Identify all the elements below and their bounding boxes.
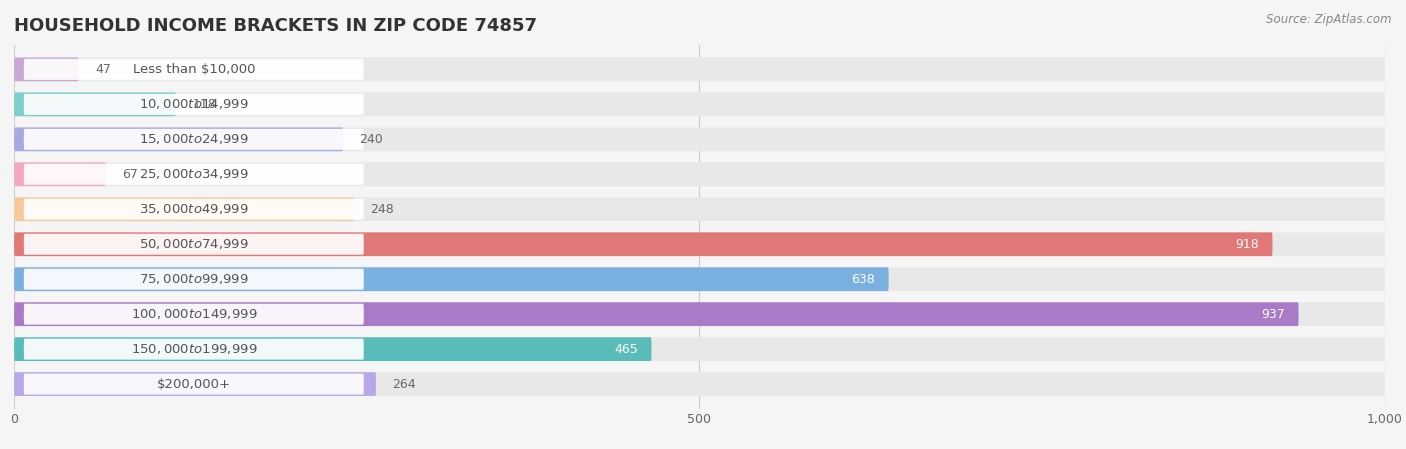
Text: 264: 264 [392, 378, 416, 391]
FancyBboxPatch shape [24, 269, 364, 290]
Text: $25,000 to $34,999: $25,000 to $34,999 [139, 167, 249, 181]
Text: $75,000 to $99,999: $75,000 to $99,999 [139, 272, 249, 286]
FancyBboxPatch shape [14, 163, 1385, 186]
Text: 638: 638 [851, 273, 875, 286]
FancyBboxPatch shape [14, 302, 1385, 326]
FancyBboxPatch shape [24, 234, 364, 255]
FancyBboxPatch shape [14, 57, 1385, 81]
FancyBboxPatch shape [14, 128, 343, 151]
FancyBboxPatch shape [24, 164, 364, 185]
FancyBboxPatch shape [24, 339, 364, 360]
FancyBboxPatch shape [14, 198, 1385, 221]
FancyBboxPatch shape [14, 198, 354, 221]
Text: 240: 240 [360, 133, 384, 146]
FancyBboxPatch shape [24, 374, 364, 395]
FancyBboxPatch shape [14, 232, 1272, 256]
FancyBboxPatch shape [14, 372, 375, 396]
Text: $35,000 to $49,999: $35,000 to $49,999 [139, 202, 249, 216]
Text: HOUSEHOLD INCOME BRACKETS IN ZIP CODE 74857: HOUSEHOLD INCOME BRACKETS IN ZIP CODE 74… [14, 17, 537, 35]
Text: $200,000+: $200,000+ [157, 378, 231, 391]
FancyBboxPatch shape [14, 372, 1385, 396]
Text: 67: 67 [122, 168, 138, 181]
Text: $50,000 to $74,999: $50,000 to $74,999 [139, 237, 249, 251]
FancyBboxPatch shape [14, 302, 1299, 326]
Text: 118: 118 [193, 98, 217, 111]
Text: 937: 937 [1261, 308, 1285, 321]
FancyBboxPatch shape [14, 128, 1385, 151]
FancyBboxPatch shape [14, 92, 1385, 116]
Text: $100,000 to $149,999: $100,000 to $149,999 [131, 307, 257, 321]
Text: $10,000 to $14,999: $10,000 to $14,999 [139, 97, 249, 111]
FancyBboxPatch shape [24, 199, 364, 220]
FancyBboxPatch shape [24, 94, 364, 115]
Text: 248: 248 [371, 203, 394, 216]
FancyBboxPatch shape [24, 129, 364, 150]
Text: $15,000 to $24,999: $15,000 to $24,999 [139, 132, 249, 146]
Text: 47: 47 [96, 63, 111, 76]
FancyBboxPatch shape [14, 267, 1385, 291]
Text: Source: ZipAtlas.com: Source: ZipAtlas.com [1267, 13, 1392, 26]
Text: 918: 918 [1234, 238, 1258, 251]
FancyBboxPatch shape [14, 163, 105, 186]
FancyBboxPatch shape [24, 59, 364, 80]
FancyBboxPatch shape [14, 232, 1385, 256]
FancyBboxPatch shape [14, 92, 176, 116]
Text: 465: 465 [614, 343, 638, 356]
FancyBboxPatch shape [24, 304, 364, 325]
FancyBboxPatch shape [14, 337, 651, 361]
Text: Less than $10,000: Less than $10,000 [132, 63, 254, 76]
FancyBboxPatch shape [14, 337, 1385, 361]
Text: $150,000 to $199,999: $150,000 to $199,999 [131, 342, 257, 356]
FancyBboxPatch shape [14, 267, 889, 291]
FancyBboxPatch shape [14, 57, 79, 81]
